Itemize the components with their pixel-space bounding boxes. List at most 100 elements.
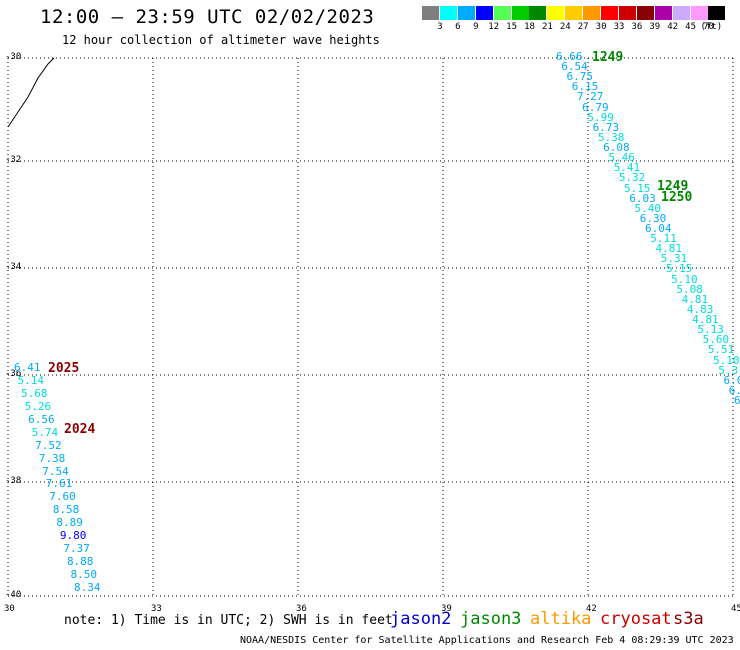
swh-observation: 5.74: [31, 425, 59, 439]
swh-observation: 8.88: [66, 555, 94, 569]
legend-swatch: [439, 6, 457, 20]
legend-label: 6: [455, 22, 461, 32]
swh-observation: 4.81: [692, 313, 719, 327]
swh-observation: 8.58: [52, 503, 80, 517]
legend-label: 24: [559, 22, 571, 32]
swh-observation: 4.81: [681, 292, 709, 306]
pass-time-label: 1250: [661, 190, 693, 205]
map-subtitle: 12 hour collection of altimeter wave hei…: [62, 33, 380, 47]
legend-swatch: [708, 6, 726, 20]
footer-credit: NOAA/NESDIS Center for Satellite Applica…: [240, 635, 734, 646]
swh-observation: 5.13: [697, 323, 724, 337]
legend-label: 3: [437, 22, 443, 32]
legend-swatch: [672, 6, 690, 20]
pass-time-label: 1249: [657, 179, 689, 194]
legend-swatch: [601, 6, 618, 20]
swh-observation: 5.08: [676, 282, 703, 296]
legend-label: 18: [524, 22, 535, 32]
swh-observation: 6.0: [723, 373, 740, 387]
swh-observation: 7.38: [38, 451, 66, 465]
legend-swatch: [475, 6, 493, 20]
swh-observation: 5.15: [624, 181, 651, 195]
legend-swatch: [654, 6, 672, 20]
lat-tick-label: -34: [5, 262, 22, 272]
legend-label: 70: [703, 22, 714, 32]
swh-observation: 5.11: [650, 232, 677, 246]
swh-observation: 5.46: [608, 151, 635, 165]
lon-tick-label: 42: [586, 604, 597, 614]
swh-observation: 6.75: [566, 70, 593, 84]
lat-tick-label: -36: [5, 369, 22, 379]
lon-tick-label: 33: [151, 604, 162, 614]
swh-observation: 5.10: [671, 272, 698, 286]
legend-label: 39: [649, 22, 661, 32]
swh-observation: 6.54: [561, 60, 588, 74]
satellite-name: jason2: [390, 609, 452, 629]
lon-tick-label: 30: [4, 604, 15, 614]
swh-observation: 5.3: [718, 363, 739, 377]
lat-tick-label: -32: [5, 155, 22, 165]
legend-swatch: [636, 6, 654, 20]
legend-swatch: [529, 6, 547, 20]
swh-observation: 5.41: [613, 161, 641, 175]
swh-observation: 7.61: [45, 477, 73, 491]
pass-time-label: 2025: [48, 361, 80, 376]
swh-observation: 8.89: [56, 516, 83, 530]
swh-observation: 7.52: [35, 438, 62, 452]
satellite-name: cryosat: [600, 609, 672, 629]
lat-tick-label: -40: [5, 590, 22, 600]
legend-swatch: [583, 6, 601, 20]
legend-label: 36: [631, 22, 643, 32]
lat-tick-label: -38: [5, 476, 22, 486]
legend-label: 9: [473, 22, 479, 32]
swh-observation: 5.31: [660, 252, 688, 266]
swh-observation: 6.03: [629, 191, 656, 205]
lat-lon-grid: [7, 57, 736, 597]
swh-observation: 7.54: [42, 464, 69, 478]
legend-unit: (ft): [700, 22, 723, 32]
legend-swatch: [511, 6, 529, 20]
legend-label: 21: [541, 22, 553, 32]
swh-observation: 5.15: [665, 262, 693, 276]
legend-label: 15: [506, 22, 518, 32]
legend-label: 33: [613, 22, 625, 32]
legend-swatch: [618, 6, 636, 20]
swh-observation: 6: [734, 394, 740, 407]
swh-observation: 6.66: [556, 50, 583, 63]
swh-observation: 5.51: [707, 343, 735, 357]
legend-swatch: [565, 6, 583, 20]
pass-time-label: 1249: [592, 50, 624, 65]
swh-observation: 5.68: [21, 386, 48, 400]
swh-observation: 5.38: [597, 130, 625, 144]
satellite-name: jason3: [460, 609, 522, 629]
coastline: [7, 57, 55, 128]
swh-observation: 5.99: [587, 110, 614, 124]
swh-observation: 6.15: [571, 80, 599, 94]
legend-label: 12: [488, 22, 500, 32]
legend-swatch: [457, 6, 475, 20]
lat-tick-label: -30: [5, 52, 22, 62]
legend-label: 42: [667, 22, 679, 32]
lon-tick-label: 36: [296, 604, 307, 614]
swh-observation: 5.32: [618, 171, 646, 185]
swh-observation: 7.37: [63, 542, 90, 556]
swh-observation: 8.50: [70, 568, 97, 582]
legend-label: 27: [577, 22, 589, 32]
swh-observation: 5.26: [24, 399, 52, 413]
lon-tick-label: 39: [441, 604, 452, 614]
legend-swatch: [422, 6, 439, 20]
swh-observation: 6.41: [14, 361, 41, 374]
swh-observation: 6.79: [582, 100, 609, 114]
satellite-name: s3a: [673, 609, 704, 629]
swh-observation: 8.34: [74, 581, 101, 594]
note-text: note: 1) Time is in UTC; 2) SWH is in fe…: [64, 613, 393, 628]
legend-swatch: [690, 6, 708, 20]
swh-observation: 4.81: [655, 242, 682, 256]
swh-observation: 6.04: [645, 222, 672, 235]
pass-time-label: 2024: [64, 422, 96, 437]
satellite-name: altika: [530, 609, 592, 629]
swh-observation: 5.14: [17, 373, 45, 387]
lon-tick-label: 45: [731, 604, 740, 614]
swh-observation: 6.56: [28, 412, 55, 426]
swh-observation: 6.73: [592, 120, 620, 134]
